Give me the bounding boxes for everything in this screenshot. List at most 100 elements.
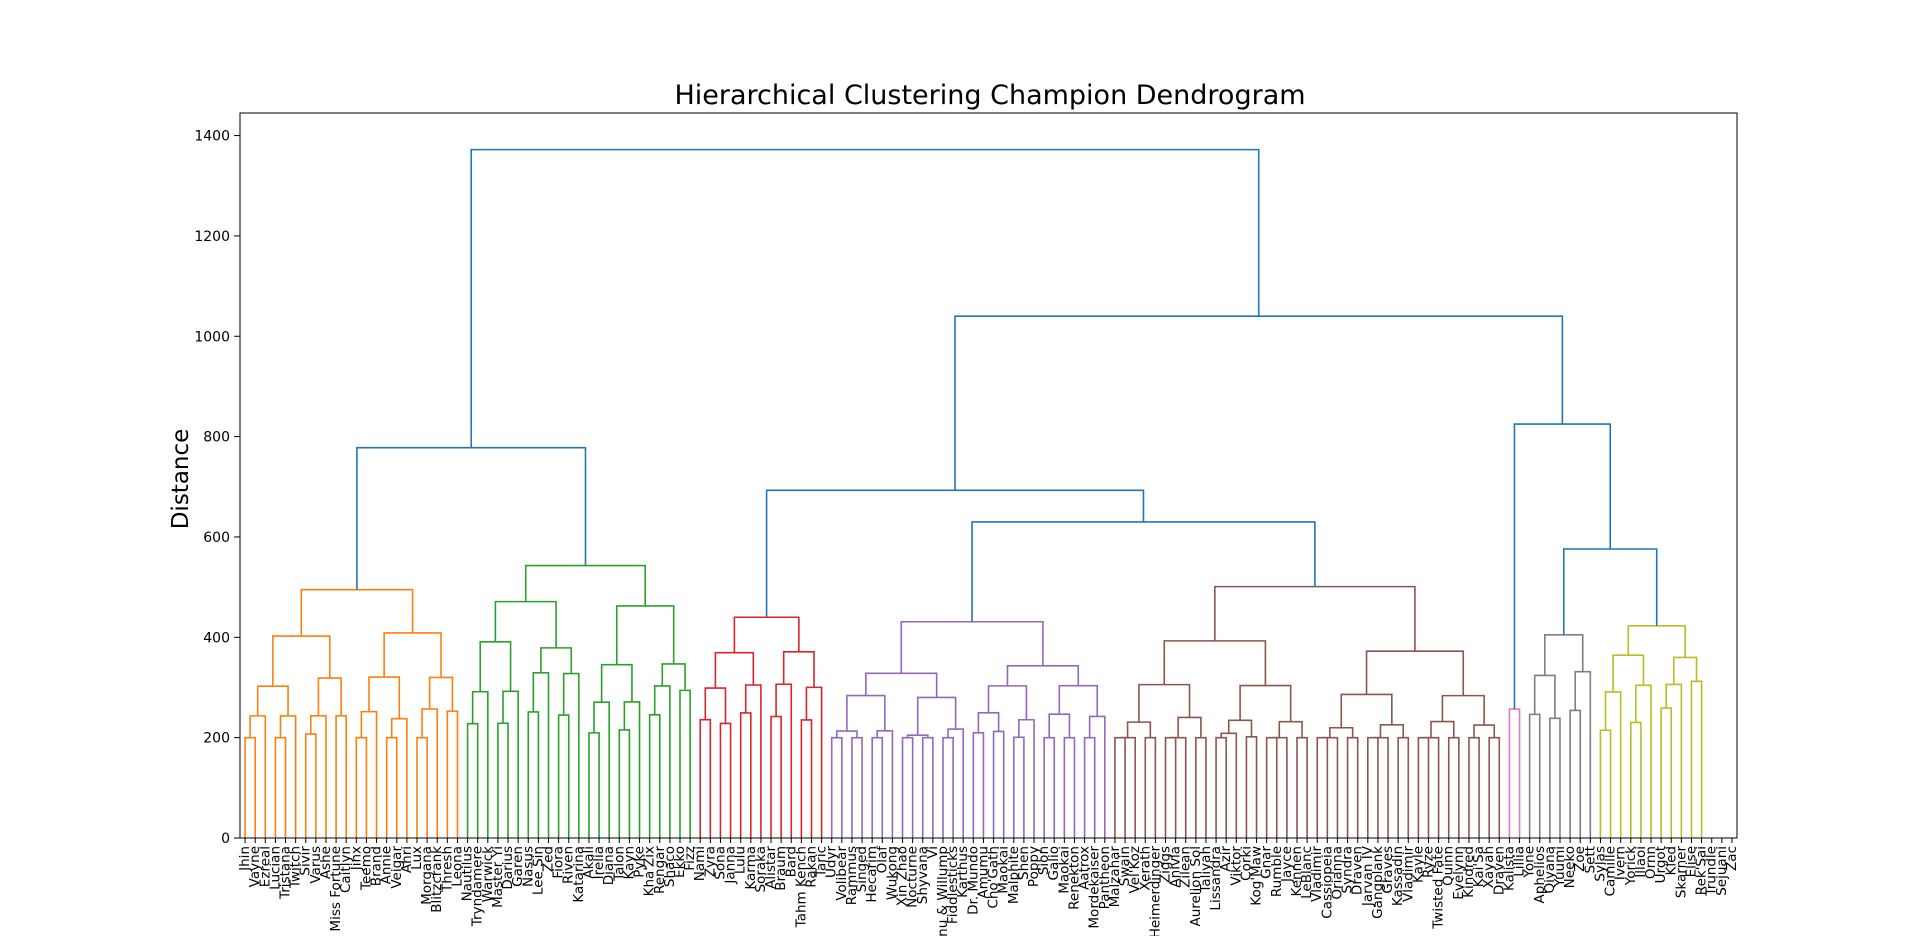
- dendrogram-link: [1164, 736, 1177, 838]
- leaf-label: Xin Zhao: [895, 846, 911, 906]
- dendrogram-link: [618, 729, 631, 838]
- leaf-label: Urgot: [1653, 846, 1669, 883]
- leaf-label: Rumble: [1269, 846, 1285, 897]
- leaf-label: Kalista: [1501, 846, 1517, 891]
- y-tick-label: 1200: [194, 229, 230, 245]
- dendrogram-link: [876, 730, 894, 838]
- leaf-label: Lux: [409, 846, 425, 870]
- leaf-label: Lee Sin: [530, 846, 546, 895]
- dendrogram-link: [770, 715, 782, 838]
- leaf-label: Taric: [814, 846, 830, 878]
- leaf-label: Nocturne: [905, 846, 921, 908]
- dendrogram-link: [1245, 736, 1258, 838]
- leaf-label: Zilean: [1178, 846, 1194, 888]
- leaf-label: Sylas: [1592, 846, 1608, 882]
- leaf-label: Master Yi: [490, 846, 506, 908]
- leaf-label: Yorick: [1623, 846, 1639, 886]
- leaf-label: Rammus: [844, 846, 860, 905]
- leaf-label: Thresh: [439, 846, 455, 893]
- leaf-label: Illaoi: [1633, 846, 1649, 878]
- leaf-label: Vladimir: [1400, 846, 1416, 902]
- leaf-label: Kog'Maw: [1249, 846, 1265, 906]
- top-merge-link: [356, 446, 587, 590]
- dendrogram-link: [1365, 650, 1465, 696]
- dendrogram-link: [1271, 736, 1288, 838]
- leaf-label: Xayah: [1481, 846, 1497, 888]
- leaf-label: Malzahar: [1107, 846, 1123, 908]
- dendrogram-link: [256, 685, 289, 716]
- leaf-label: Taliyah: [1198, 846, 1214, 894]
- leaf-label: Brand: [369, 846, 385, 886]
- leaf-label: Kled: [1663, 846, 1679, 875]
- dendrogram-link: [719, 722, 732, 838]
- leaf-label: Pantheon: [1097, 846, 1113, 909]
- leaf-label: Fiora: [551, 846, 567, 879]
- y-tick-label: 400: [203, 630, 230, 646]
- dendrogram-link: [901, 736, 914, 838]
- leaf-label: Qiyana: [1542, 846, 1558, 893]
- dendrogram-link: [1660, 707, 1673, 838]
- leaf-label: Kindred: [1461, 846, 1477, 898]
- leaf-label: Quinn: [1441, 846, 1457, 886]
- leaf-label: Teemo: [358, 846, 374, 891]
- dendrogram-link: [562, 672, 580, 838]
- leaf-label: Sejuani: [1714, 846, 1730, 896]
- leaf-label: Shaco: [662, 846, 678, 887]
- leaf-label: Ahri: [399, 846, 415, 873]
- dendrogram-link: [782, 651, 815, 688]
- leaf-label: Nami: [692, 846, 708, 881]
- dendrogram-link: [714, 651, 755, 689]
- leaf-label: Twitch: [288, 846, 304, 889]
- dendrogram-link: [1340, 693, 1393, 728]
- y-tick-label: 200: [203, 731, 230, 747]
- dendrogram-link: [416, 736, 428, 838]
- dendrogram-link: [466, 722, 479, 838]
- dendrogram-link: [851, 736, 863, 838]
- dendrogram-link: [1447, 736, 1460, 838]
- dendrogram-link: [1088, 715, 1106, 838]
- dendrogram-link: [1430, 720, 1455, 738]
- leaf-label: Leona: [449, 846, 465, 887]
- dendrogram-link: [846, 694, 886, 732]
- leaf-label: Zed: [541, 846, 557, 872]
- leaf-label: Zyra: [702, 846, 718, 877]
- dendrogram-link: [1528, 713, 1541, 838]
- leaf-label: Ornn: [1643, 846, 1659, 879]
- leaf-label: Darius: [500, 846, 516, 890]
- dendrogram-link: [1629, 721, 1642, 838]
- leaf-label: Maokai: [996, 846, 1012, 894]
- dendrogram-link: [471, 690, 489, 838]
- leaf-label: Shen: [1016, 846, 1032, 880]
- leaf-label: Annie: [379, 846, 395, 884]
- dendrogram-link: [947, 728, 965, 838]
- dendrogram-link: [942, 736, 954, 838]
- top-merge-link: [1513, 423, 1612, 710]
- chart-title: Hierarchical Clustering Champion Dendrog…: [674, 80, 1305, 111]
- dendrogram-link: [446, 710, 459, 838]
- dendrogram-link: [1569, 709, 1582, 838]
- leaf-label: Braum: [773, 846, 789, 891]
- top-merge-link: [765, 489, 1145, 618]
- y-tick-label: 0: [221, 831, 230, 847]
- dendrogram-link: [775, 683, 793, 838]
- dendrogram-link: [1329, 726, 1354, 738]
- leaf-label: Zoe: [1572, 846, 1588, 872]
- leaf-label: Rakan: [803, 846, 819, 888]
- leaf-label: Aurelion Sol: [1188, 846, 1204, 927]
- leaf-label: Akali: [581, 846, 597, 879]
- top-merge-link: [971, 521, 1316, 622]
- leaf-label: Alistar: [763, 846, 779, 889]
- top-merge-link: [954, 315, 1564, 491]
- dendrogram-link: [744, 684, 762, 838]
- y-tick-label: 1000: [194, 329, 230, 345]
- dendrogram-link: [1544, 633, 1584, 676]
- leaf-label: Blitzcrank: [429, 846, 445, 913]
- leaf-label: Mordekaiser: [1087, 846, 1103, 929]
- dendrogram-link: [383, 632, 442, 678]
- dendrogram-link: [1635, 684, 1652, 838]
- dendrogram-link: [385, 736, 398, 838]
- leaf-label: Twisted Fate: [1431, 846, 1447, 930]
- leaf-label: LeBlanc: [1299, 846, 1315, 899]
- leaf-label: Talon: [611, 846, 627, 882]
- dendrogram-link: [1163, 640, 1267, 686]
